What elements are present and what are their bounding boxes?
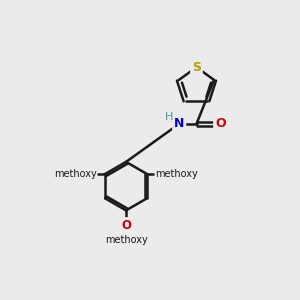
Text: O: O bbox=[121, 219, 131, 232]
Text: S: S bbox=[192, 61, 201, 74]
Text: methoxy: methoxy bbox=[105, 235, 147, 245]
Text: O: O bbox=[157, 167, 167, 181]
Text: N: N bbox=[174, 117, 184, 130]
Text: methoxy: methoxy bbox=[155, 169, 198, 178]
Text: methoxy: methoxy bbox=[54, 169, 97, 178]
Text: H: H bbox=[165, 112, 174, 122]
Text: O: O bbox=[215, 117, 226, 130]
Text: O: O bbox=[85, 167, 95, 181]
